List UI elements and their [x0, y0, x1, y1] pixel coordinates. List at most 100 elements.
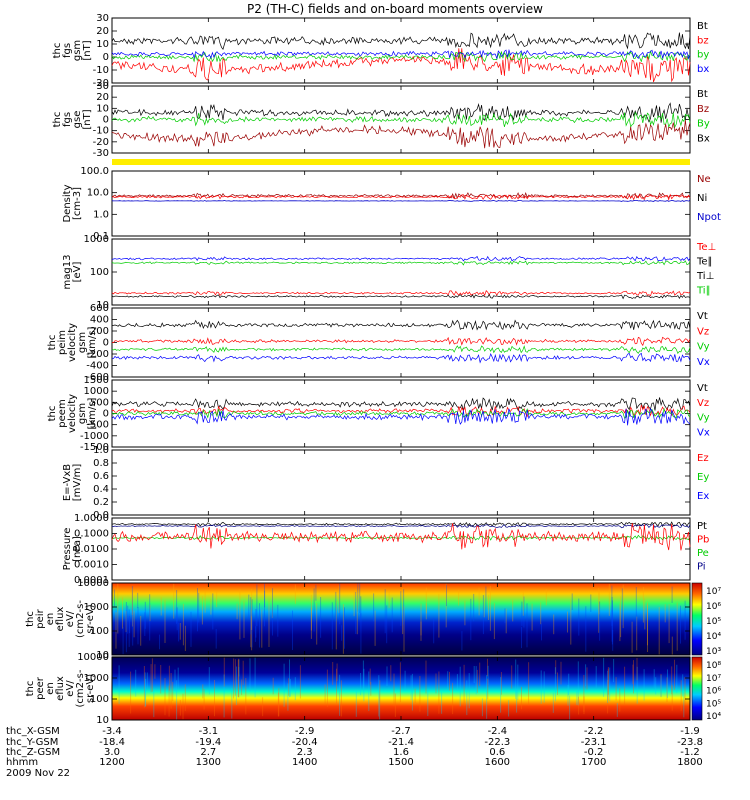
peer-streak — [459, 666, 461, 707]
y-axis-label-line: mag13 — [62, 255, 73, 290]
peir-streak — [512, 599, 514, 622]
y-tick-label: 0.0 — [93, 510, 109, 521]
peir-streak — [176, 590, 178, 624]
peer-streak — [339, 674, 341, 716]
trace-by — [111, 49, 691, 63]
peir-streak — [388, 590, 390, 608]
y-tick-label: 600 — [90, 303, 109, 314]
peer-streak — [202, 684, 204, 699]
peer-streak — [238, 659, 240, 677]
peir-streak — [149, 604, 151, 622]
peir-streak — [470, 598, 472, 641]
ephemeris-value: -3.4 — [102, 726, 122, 737]
peir-streak — [140, 615, 142, 646]
peer-streak — [666, 677, 668, 703]
peer-streak — [242, 660, 244, 685]
legend-peim-entry: Vx — [697, 357, 710, 368]
y-tick-label: 0.1000 — [74, 529, 109, 540]
y-axis-label-line: [cm-3] — [72, 187, 83, 220]
y-tick-label: 100.0 — [80, 166, 109, 177]
ephemeris-value: -23.8 — [677, 737, 703, 748]
peem-y-axis-label: thc peem velocity gsm [km/s] — [47, 394, 98, 433]
peir-streak — [144, 601, 146, 629]
peir-streak — [461, 631, 463, 651]
peir-streak — [635, 587, 637, 627]
ephemeris-row-label: thc_Y-GSM — [6, 737, 58, 748]
peer-streak — [146, 672, 148, 689]
peir-streak — [493, 602, 495, 640]
y-tick-label: 1000 — [84, 602, 109, 613]
chart-title: P2 (TH-C) fields and on-board moments ov… — [247, 2, 543, 16]
y-axis-label-line: eV/ — [65, 680, 76, 697]
peir-streak — [567, 611, 568, 633]
peir-streak — [254, 626, 256, 642]
peir-streak — [611, 600, 613, 645]
y-axis-label-line: velocity — [67, 394, 78, 433]
fgs_gse-frame — [111, 85, 691, 154]
y-axis-label-line: thc — [25, 611, 36, 627]
y-tick-label: -1500 — [80, 442, 109, 453]
peir-streak — [335, 591, 337, 622]
peir-streak — [353, 590, 355, 617]
legend-pressure-entry: Pb — [697, 535, 709, 546]
peir-streak — [179, 623, 181, 640]
peir-streak — [178, 622, 180, 642]
peer-streak — [616, 703, 618, 717]
peir-streak — [526, 603, 528, 648]
trace-Bt — [111, 102, 691, 123]
y-tick-label: -10 — [93, 126, 109, 137]
ephemeris-value: -2.4 — [488, 726, 508, 737]
peer-streak — [144, 672, 146, 707]
y-tick-label: 0.1 — [93, 231, 109, 242]
peer-streak — [540, 670, 542, 704]
peir-streak — [173, 583, 175, 619]
peir-streak — [310, 594, 312, 631]
peer-streak — [336, 668, 337, 704]
y-axis-label-line: fgs — [62, 43, 73, 58]
peer-streak — [425, 660, 427, 694]
peer-streak — [682, 674, 684, 697]
peir-streak — [671, 586, 673, 603]
peir-streak — [505, 608, 507, 634]
y-tick-label: 100 — [90, 626, 109, 637]
legend-temp-entry: Te⊥ — [696, 242, 716, 253]
peer-streak — [362, 660, 364, 690]
peer-streak — [378, 675, 380, 717]
peir-streak — [259, 603, 260, 648]
ephemeris-value: -3.1 — [199, 726, 219, 737]
peir-streak — [335, 600, 337, 650]
peer-streak — [151, 658, 153, 692]
peer-streak — [379, 680, 381, 705]
y-axis-label-line: thc — [52, 112, 63, 128]
peir-streak — [658, 607, 660, 655]
peer-streak — [586, 667, 588, 690]
peer-streak — [479, 662, 481, 686]
y-axis-label-line: peer — [35, 676, 46, 700]
ephemeris-value: -23.1 — [581, 737, 607, 748]
colorbar-gradient — [691, 582, 703, 656]
colorbar-tick-label: 10⁶ — [706, 687, 721, 697]
peir-streak — [578, 598, 580, 636]
y-axis-label-line: gsm — [77, 403, 88, 424]
peir-streak — [316, 603, 318, 645]
y-tick-label: -20 — [93, 137, 109, 148]
peer-streak — [208, 667, 210, 695]
y-axis-label-line: (cm2-s- — [75, 669, 86, 707]
peer-streak — [583, 675, 585, 712]
peer-streak — [624, 666, 626, 706]
peir-streak — [664, 604, 666, 623]
y-tick-label: 1500 — [84, 375, 109, 386]
peer-streak — [379, 690, 381, 720]
peer-streak — [528, 662, 530, 706]
peir-streak — [243, 601, 245, 638]
y-axis-label-line: [nPa] — [72, 536, 83, 562]
ephemeris-value: -21.4 — [388, 737, 414, 748]
peer-streak — [481, 698, 483, 717]
legend-efield-entry: Ex — [697, 491, 709, 502]
legend-peem-entry: Vy — [697, 413, 710, 424]
peer-streak — [487, 665, 489, 685]
peir-streak — [446, 584, 447, 607]
peir-streak — [212, 593, 214, 630]
